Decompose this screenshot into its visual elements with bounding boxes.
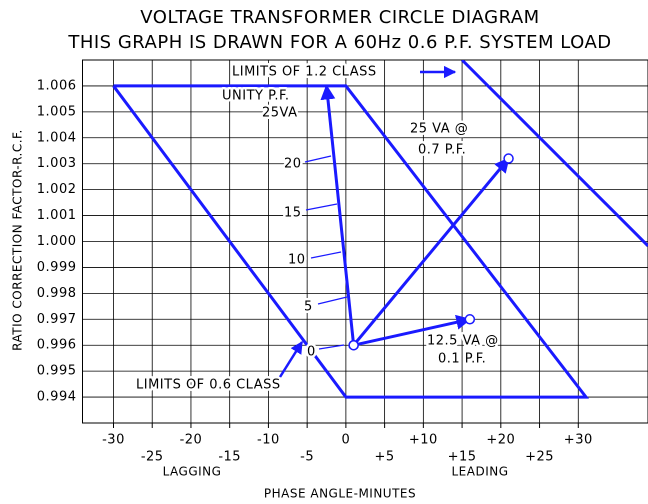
x-tick-label: -15	[218, 450, 241, 465]
x-tick-label: +25	[525, 450, 554, 465]
annotation: 0	[307, 345, 316, 360]
point-marker	[464, 314, 476, 325]
point-marker	[348, 339, 359, 351]
data-line	[112, 84, 590, 399]
leader-line	[304, 155, 332, 163]
y-tick-label: 1.000	[37, 234, 77, 249]
y-tick-label: 1.001	[37, 208, 77, 223]
x-tick-label: -30	[102, 433, 125, 448]
y-tick-label: 1.003	[37, 156, 77, 171]
leader-line	[310, 251, 342, 259]
x-tick-label: +10	[409, 433, 438, 448]
x-tick-label: +15	[448, 450, 477, 465]
y-tick-label: 0.994	[37, 390, 77, 405]
chart-subtitle: THIS GRAPH IS DRAWN FOR A 60Hz 0.6 P.F. …	[67, 32, 611, 53]
data-line	[352, 157, 510, 347]
y-tick-label: 1.004	[37, 130, 77, 145]
annotation: 12.5 VA @	[427, 334, 499, 349]
y-axis-label: RATIO CORRECTION FACTOR-R.C.F.	[11, 129, 25, 351]
leader-line	[305, 203, 338, 211]
x-tick-label: 0	[341, 433, 350, 448]
leader-line	[317, 296, 348, 305]
data-line	[353, 314, 472, 347]
annotation: 5	[304, 300, 313, 315]
x-tick-label: +5	[375, 450, 395, 465]
x-tick-label: -5	[300, 450, 314, 465]
x-tick-label: -10	[257, 433, 280, 448]
chart-title: VOLTAGE TRANSFORMER CIRCLE DIAGRAM	[140, 7, 539, 28]
data-line	[461, 60, 648, 247]
y-tick-label: 1.002	[37, 182, 77, 197]
annotation: 20	[284, 157, 302, 172]
y-tick-label: 0.995	[37, 364, 77, 379]
annotation: UNITY P.F.	[222, 89, 290, 104]
annotation: 15	[284, 206, 302, 221]
x-tick-label: +20	[486, 433, 515, 448]
x-tick-label: -25	[141, 450, 164, 465]
x-tick-label: -20	[180, 433, 203, 448]
data-line	[320, 84, 356, 346]
annotation: 0.1 P.F.	[438, 352, 486, 367]
side-label: LEADING	[451, 465, 508, 479]
annotation: 0.7 P.F.	[418, 143, 466, 158]
point-marker	[503, 153, 514, 164]
x-tick-label: +30	[564, 433, 593, 448]
annotation: 25VA	[262, 106, 298, 121]
annotation: 25 VA @	[410, 122, 468, 137]
annotation: LIMITS OF 0.6 CLASS	[136, 378, 281, 393]
y-tick-label: 0.998	[37, 286, 77, 301]
leader-line	[318, 344, 345, 350]
x-axis-label: PHASE ANGLE-MINUTES	[264, 487, 416, 501]
y-tick-label: 1.006	[37, 78, 77, 93]
y-tick-label: 0.997	[37, 312, 77, 327]
leader-line	[278, 340, 304, 378]
side-label: LAGGING	[163, 465, 222, 479]
y-tick-label: 1.005	[37, 104, 77, 119]
annotation: LIMITS OF 1.2 CLASS	[232, 65, 377, 80]
y-tick-label: 0.996	[37, 338, 77, 353]
annotation: 10	[288, 253, 306, 268]
y-tick-label: 0.999	[37, 260, 77, 275]
